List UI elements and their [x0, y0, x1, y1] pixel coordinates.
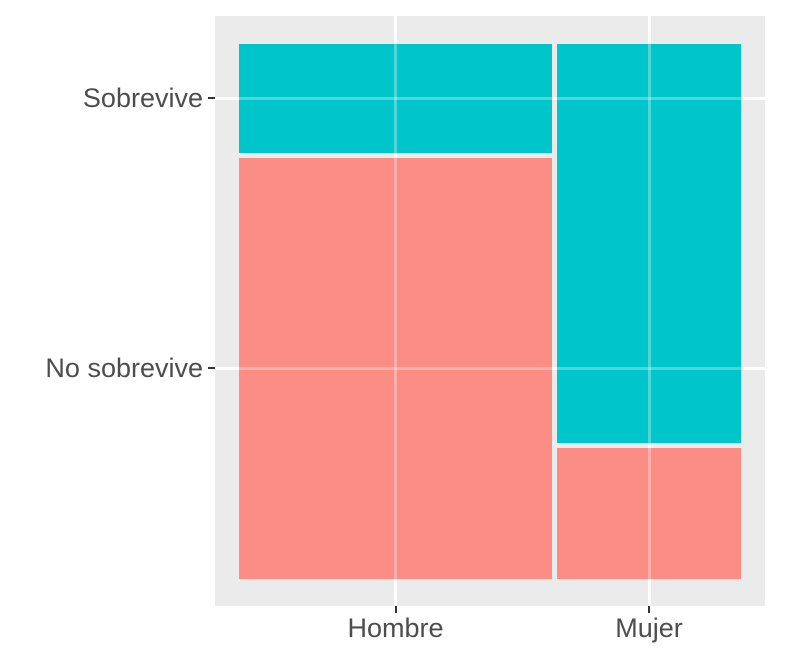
- x-tick-hombre: [394, 606, 397, 613]
- x-tick-mujer: [648, 606, 651, 613]
- y-axis-label-no-sobrevive: No sobrevive: [45, 353, 203, 384]
- x-axis-label-hombre: Hombre: [347, 613, 444, 643]
- y-tick-sobrevive: [208, 97, 215, 100]
- tile-mujer-sobrevive: [557, 44, 741, 443]
- tile-hombre-no-sobrevive: [239, 157, 553, 579]
- tile-mujer-no-sobrevive: [557, 447, 741, 579]
- plot-panel: [215, 16, 765, 606]
- y-tick-no-sobrevive: [208, 367, 215, 370]
- x-axis-label-mujer: Mujer: [615, 613, 683, 643]
- tile-hombre-sobrevive: [239, 44, 553, 153]
- y-axis-label-sobrevive: Sobrevive: [82, 83, 203, 114]
